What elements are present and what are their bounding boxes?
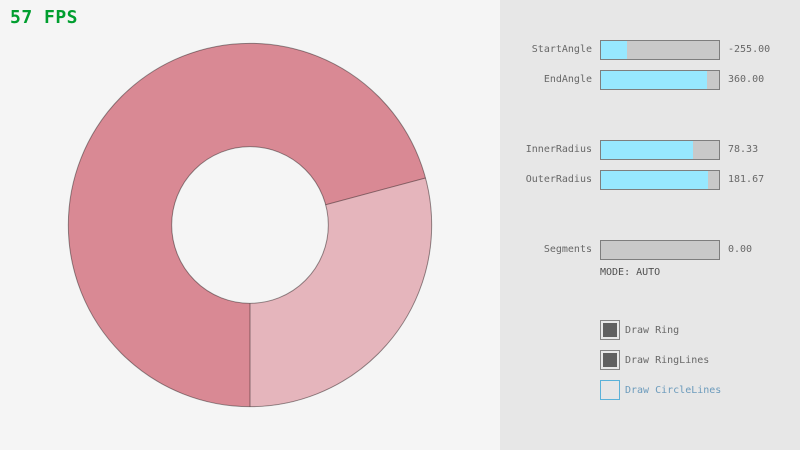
segments-slider[interactable] — [600, 240, 720, 260]
slider-fill — [601, 171, 709, 189]
ring-inner-hole — [171, 146, 329, 304]
segments-row: Segments 0.00 — [500, 240, 800, 260]
draw-ring-label: Draw Ring — [625, 324, 680, 336]
startangle-label: StartAngle — [531, 44, 592, 55]
slider-fill — [601, 41, 627, 59]
ring-cap-line-upper-right — [325, 177, 426, 206]
check-mark — [603, 323, 617, 337]
segments-value: 0.00 — [728, 244, 753, 255]
startangle-slider[interactable] — [600, 40, 720, 60]
ring-outer-outline — [67, 42, 433, 408]
draw-ringlines-checkbox[interactable] — [600, 350, 620, 370]
startangle-row: StartAngle -255.00 — [500, 40, 800, 60]
fps-counter: 57 FPS — [10, 7, 79, 28]
draw-ring-checkbox-row: Draw Ring — [600, 320, 679, 340]
outerradius-slider[interactable] — [600, 170, 720, 190]
draw-ring-checkbox[interactable] — [600, 320, 620, 340]
draw-ringlines-checkbox-row: Draw RingLines — [600, 350, 709, 370]
outerradius-value: 181.67 — [728, 174, 765, 185]
slider-fill — [601, 71, 708, 89]
endangle-row: EndAngle 360.00 — [500, 70, 800, 90]
check-mark — [603, 353, 617, 367]
outerradius-label: OuterRadius — [525, 174, 592, 185]
endangle-slider[interactable] — [600, 70, 720, 90]
innerradius-label: InnerRadius — [525, 144, 592, 155]
endangle-label: EndAngle — [543, 74, 592, 85]
draw-circlelines-checkbox-row: Draw CircleLines — [600, 380, 721, 400]
ring-chart — [67, 42, 433, 408]
startangle-value: -255.00 — [728, 44, 771, 55]
mode-text: MODE: AUTO — [600, 267, 661, 278]
innerradius-row: InnerRadius 78.33 — [500, 140, 800, 160]
innerradius-value: 78.33 — [728, 144, 759, 155]
draw-ringlines-label: Draw RingLines — [625, 354, 710, 366]
ring-segment-single — [250, 177, 432, 407]
innerradius-slider[interactable] — [600, 140, 720, 160]
slider-fill — [601, 141, 694, 159]
endangle-value: 360.00 — [728, 74, 765, 85]
draw-circlelines-label: Draw CircleLines — [625, 384, 722, 396]
segments-label: Segments — [543, 244, 592, 255]
outerradius-row: OuterRadius 181.67 — [500, 170, 800, 190]
draw-circlelines-checkbox[interactable] — [600, 380, 620, 400]
